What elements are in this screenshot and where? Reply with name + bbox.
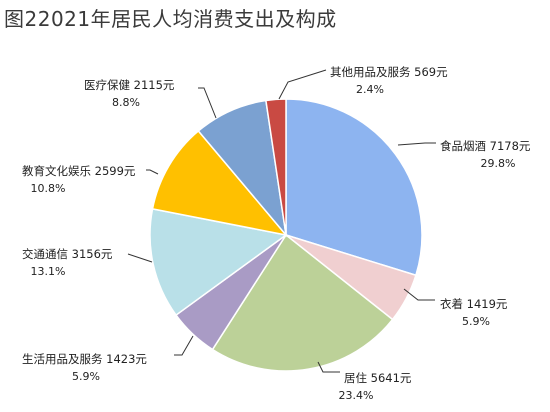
pie-slice-1 <box>285 98 423 277</box>
pie-slice-8 <box>265 98 287 236</box>
slice-label-7: 医疗保健 2115元 <box>84 78 175 92</box>
leader-line-4 <box>174 335 194 356</box>
slice-percent-4: 5.9% <box>72 370 100 383</box>
slice-label-6: 教育文化娱乐 2599元 <box>22 164 136 178</box>
leader-line-6 <box>146 169 159 175</box>
slice-label-4: 生活用品及服务 1423元 <box>22 352 147 366</box>
leader-line-5 <box>127 253 153 263</box>
slice-percent-1: 29.8% <box>481 157 516 170</box>
leader-line-3 <box>317 361 340 373</box>
leader-line-1 <box>397 142 436 146</box>
pie-slice-6 <box>151 129 288 237</box>
slice-label-5: 交通通信 3156元 <box>22 247 113 261</box>
slice-label-1: 食品烟酒 7178元 <box>440 139 531 153</box>
chart-title: 图22021年居民人均消费支出及构成 <box>4 7 337 31</box>
slice-percent-3: 23.4% <box>339 389 374 402</box>
slice-label-8: 其他用品及服务 569元 <box>330 65 448 79</box>
pie-slice-3 <box>211 233 394 372</box>
slice-label-3: 居住 5641元 <box>344 371 412 385</box>
slice-label-2: 衣着 1419元 <box>440 297 508 311</box>
slice-percent-5: 13.1% <box>31 265 66 278</box>
leader-line-2 <box>403 288 435 301</box>
slice-percent-2: 5.9% <box>462 315 490 328</box>
slice-percent-7: 8.8% <box>112 96 140 109</box>
pie-slice-5 <box>149 207 288 317</box>
slice-percent-8: 2.4% <box>356 83 384 96</box>
leader-line-8 <box>278 69 327 100</box>
leader-line-7 <box>198 87 217 119</box>
slice-percent-6: 10.8% <box>31 182 66 195</box>
